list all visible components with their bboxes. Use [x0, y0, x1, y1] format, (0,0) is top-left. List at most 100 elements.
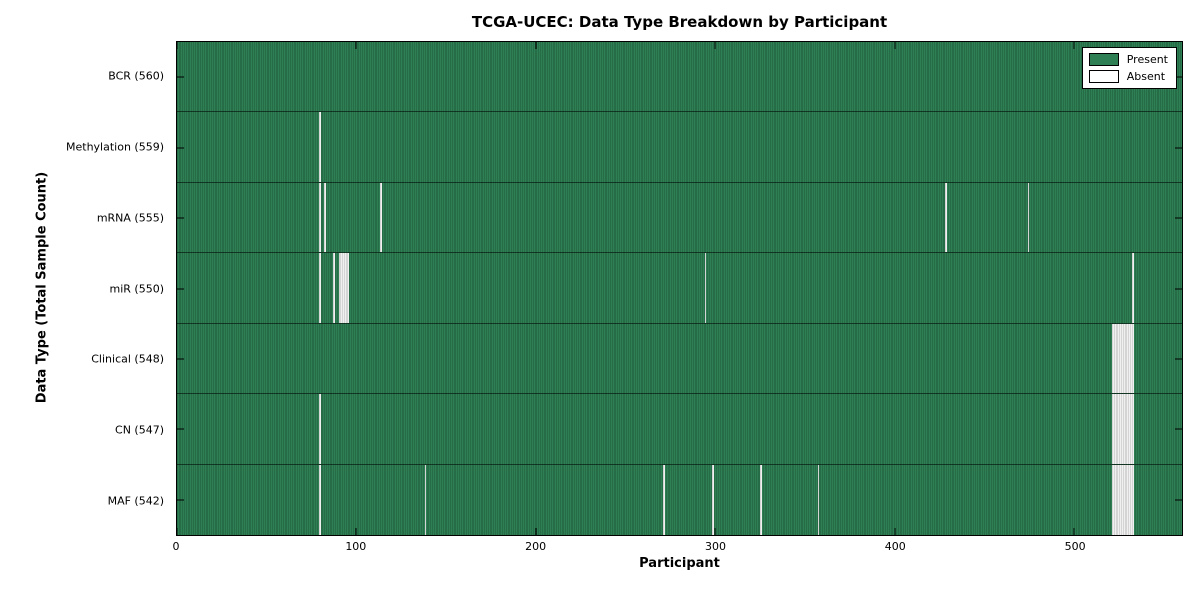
y-tick	[177, 217, 184, 219]
absent-marker	[343, 253, 346, 323]
absent-marker	[1129, 464, 1132, 535]
absent-marker	[1129, 323, 1132, 394]
absent-marker	[1027, 182, 1030, 253]
absent-marker	[1120, 394, 1123, 464]
heatmap-row-miR	[177, 253, 1182, 324]
absent-marker	[1126, 394, 1129, 464]
absent-marker	[1124, 323, 1127, 394]
x-tick	[355, 42, 357, 49]
heatmap-row-MAF	[177, 464, 1182, 535]
absent-marker	[1117, 323, 1120, 394]
x-tick	[176, 42, 178, 49]
absent-marker	[663, 464, 666, 535]
absent-marker	[1122, 394, 1125, 464]
x-tick-labels: 0 100 200 300 400 500	[172, 540, 1183, 556]
x-tick	[1073, 42, 1075, 49]
y-tick-label: mRNA (555)	[96, 211, 164, 225]
y-tick	[1175, 288, 1182, 289]
absent-marker	[1126, 464, 1129, 535]
x-tick-label: 200	[525, 540, 547, 553]
y-tick	[177, 358, 184, 360]
absent-marker	[1131, 323, 1134, 394]
x-tick	[535, 42, 537, 49]
absent-marker	[1115, 464, 1118, 535]
legend-entry-absent: Absent	[1088, 70, 1168, 83]
y-tick	[177, 147, 184, 149]
absent-marker	[1112, 323, 1114, 394]
x-tick	[535, 528, 537, 535]
y-tick-label: CN (547)	[115, 423, 164, 437]
absent-marker	[424, 464, 427, 535]
legend-label-present: Present	[1126, 53, 1168, 66]
y-tick	[1175, 217, 1182, 219]
legend-swatch-present	[1088, 53, 1119, 66]
absent-marker	[1122, 323, 1125, 394]
heatmap-row-Clinical	[177, 323, 1182, 395]
y-tick-label: BCR (560)	[108, 69, 164, 83]
absent-marker	[1117, 464, 1120, 535]
x-tick	[894, 42, 896, 49]
absent-marker	[1115, 394, 1118, 464]
heatmap-rows	[177, 42, 1182, 535]
absent-marker	[338, 253, 341, 323]
y-tick	[1175, 358, 1182, 360]
chart-title: TCGA-UCEC: Data Type Breakdown by Partic…	[471, 13, 888, 31]
absent-marker	[1124, 394, 1127, 464]
x-tick	[714, 528, 716, 535]
y-tick-label: Clinical (548)	[91, 352, 164, 366]
absent-marker	[1126, 323, 1129, 394]
y-tick-label: Methylation (559)	[66, 140, 164, 154]
absent-marker	[1117, 394, 1120, 464]
absent-marker	[333, 253, 335, 323]
absent-marker	[1128, 464, 1130, 535]
absent-marker	[1112, 464, 1114, 535]
absent-marker	[760, 464, 763, 535]
absent-marker	[817, 464, 820, 535]
absent-marker	[345, 253, 348, 323]
x-tick-label: 300	[704, 540, 726, 553]
y-tick	[177, 499, 184, 501]
heatmap-row-Methylation	[177, 112, 1182, 183]
x-tick-label: 400	[884, 540, 906, 553]
x-tick-label: 0	[172, 540, 180, 553]
y-tick	[1175, 499, 1182, 501]
y-tick	[177, 76, 184, 78]
absent-marker	[1119, 394, 1121, 464]
absent-marker	[1113, 394, 1116, 464]
absent-marker	[1112, 394, 1114, 464]
x-tick	[176, 528, 178, 535]
y-tick	[1175, 76, 1182, 78]
absent-marker	[318, 112, 321, 182]
absent-marker	[1122, 464, 1125, 535]
y-tick-labels: BCR (560) Methylation (559) mRNA (555) miR …	[0, 41, 170, 536]
absent-marker	[340, 253, 343, 323]
absent-marker	[704, 253, 707, 323]
y-tick	[177, 428, 184, 430]
absent-marker	[711, 464, 714, 535]
absent-marker	[1129, 394, 1132, 464]
absent-marker	[1113, 464, 1116, 535]
absent-marker	[342, 253, 344, 323]
absent-marker	[1115, 323, 1118, 394]
heatmap-row-CN	[177, 394, 1182, 465]
absent-marker	[324, 182, 326, 253]
heatmap-row-BCR	[177, 42, 1182, 113]
y-tick-label: miR (550)	[109, 282, 165, 295]
absent-marker	[1113, 323, 1116, 394]
x-tick	[714, 42, 716, 49]
plot-area: Present Absent	[176, 41, 1183, 536]
absent-marker	[1131, 394, 1134, 464]
absent-marker	[945, 182, 947, 253]
absent-marker	[1128, 323, 1130, 394]
absent-marker	[1119, 323, 1121, 394]
x-tick	[355, 528, 357, 535]
absent-marker	[318, 253, 321, 323]
absent-marker	[1131, 464, 1134, 535]
x-axis-label: Participant	[639, 556, 720, 571]
heatmap-row-mRNA	[177, 182, 1182, 254]
legend-entry-present: Present	[1088, 53, 1168, 66]
absent-marker	[1131, 253, 1134, 323]
x-tick-label: 100	[345, 540, 367, 553]
absent-marker	[379, 182, 382, 253]
absent-marker	[1120, 464, 1123, 535]
